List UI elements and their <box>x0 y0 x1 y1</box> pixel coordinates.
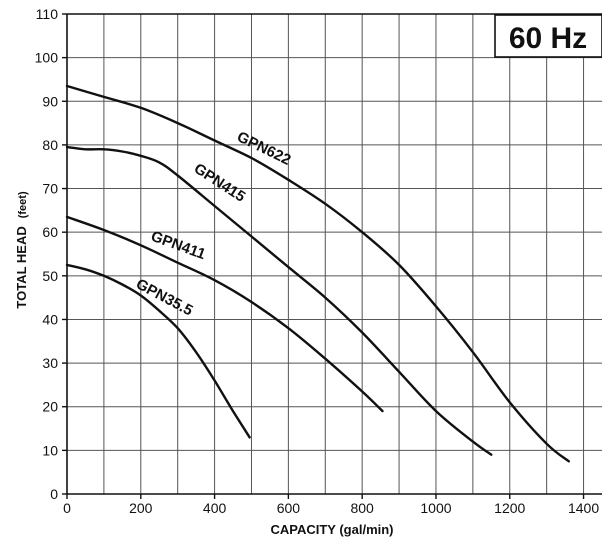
y-tick-label: 10 <box>42 442 58 458</box>
y-tick-label: 80 <box>42 137 58 153</box>
x-tick-label: 1400 <box>568 500 599 516</box>
x-tick-label: 1000 <box>420 500 451 516</box>
frequency-badge: 60 Hz <box>494 14 602 58</box>
x-tick-label: 1200 <box>494 500 525 516</box>
y-tick-label: 20 <box>42 399 58 415</box>
y-tick-label: 100 <box>35 50 59 66</box>
x-tick-label: 400 <box>203 500 227 516</box>
y-tick-label: 60 <box>42 224 58 240</box>
curve-gpn35-5 <box>65 263 251 439</box>
performance-curves <box>65 84 570 463</box>
y-tick-label: 90 <box>42 93 58 109</box>
y-tick-label: 110 <box>36 6 59 22</box>
curve-gpn622 <box>65 84 570 463</box>
y-tick-label: 0 <box>50 486 58 502</box>
curve-label-gpn415: GPN415 <box>191 160 249 206</box>
y-axis-title: TOTAL HEAD (feet) <box>13 191 30 309</box>
grid-lines <box>67 14 602 494</box>
x-tick-label: 0 <box>63 500 71 516</box>
x-tick-label: 200 <box>129 500 153 516</box>
x-tick-label: 600 <box>277 500 301 516</box>
frequency-badge-box <box>494 14 602 58</box>
x-axis-title: CAPACITY (gal/min) <box>270 522 393 537</box>
y-tick-label: 50 <box>42 268 58 284</box>
y-tick-label: 70 <box>42 181 58 197</box>
curve-gpn411 <box>65 215 384 413</box>
curve-gpn415 <box>65 145 493 456</box>
plot-frame <box>62 13 602 499</box>
y-axis-title-main: TOTAL HEAD <box>14 226 29 308</box>
y-axis-title-unit: (feet) <box>17 191 29 218</box>
y-tick-label: 30 <box>42 355 58 371</box>
chart-title: 60 Hz <box>509 22 587 55</box>
y-tick-label: 40 <box>42 311 58 327</box>
y-axis-title-group: TOTAL HEAD (feet) <box>13 191 30 309</box>
x-tick-label: 800 <box>350 500 374 516</box>
curve-label-gpn622: GPN622 <box>234 128 293 169</box>
tick-labels: 0 200 400 600 800 1000 1200 1400 0 10 20 30 40 50 60 70… <box>35 6 600 516</box>
